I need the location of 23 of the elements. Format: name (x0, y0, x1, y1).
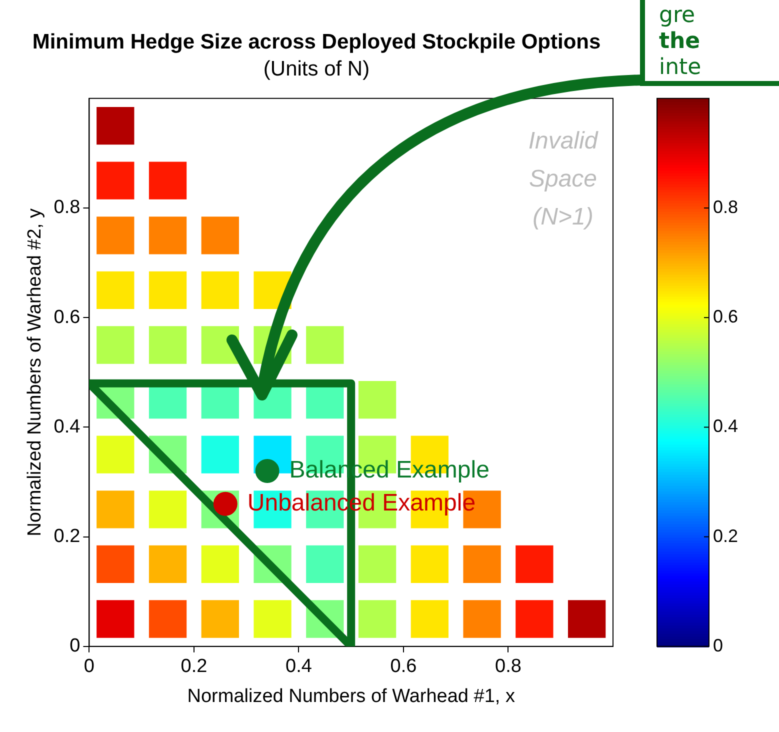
color-bar-label: 0.2 (713, 526, 738, 546)
x-tick-label: 0 (84, 656, 94, 678)
y-tick-label: 0.6 (54, 306, 80, 328)
x-tick-label: 0.4 (286, 656, 312, 678)
text: gre (659, 3, 696, 29)
annotation: Invalid Space (N>1) (528, 127, 598, 230)
text: inte (659, 55, 702, 81)
x-tick-label: 0.6 (390, 656, 417, 678)
y-axis-title: Normalized Numbers of Warhead #2, y (24, 208, 46, 536)
color-bar-label: 0.6 (713, 306, 738, 327)
x-axis-title: Normalized Numbers of Warhead #1, x (187, 686, 516, 707)
x-tick-label: 0.2 (180, 656, 208, 678)
chart-title: Minimum Hedge Size across Deployed Stockpile Options (32, 30, 601, 54)
y-tick-label: 0.4 (54, 416, 81, 438)
y-tick-label: 0.2 (54, 526, 80, 548)
y-tick-label: 0.8 (54, 197, 80, 218)
chart-subtitle: (Units of N) (263, 58, 370, 81)
color-bar-label: 0.8 (713, 196, 738, 217)
y-tick-label: 0 (70, 636, 80, 657)
text: the (659, 29, 702, 55)
x-tick-label: 0.8 (495, 656, 522, 678)
color-bar-label: 0.4 (713, 416, 738, 436)
color-bar-label: 0 (713, 635, 724, 656)
